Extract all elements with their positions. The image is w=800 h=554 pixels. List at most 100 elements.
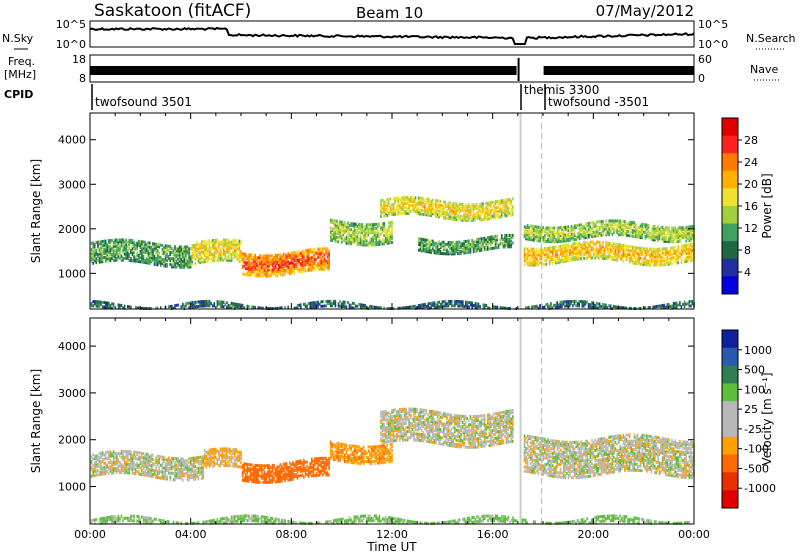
power-colorbar-swatch-10 [722, 276, 738, 295]
velocity-colorbar-swatch-8 [722, 454, 738, 473]
x-tick-label-5: 16:00 [477, 528, 509, 541]
velocity-ylabel: Slant Range [km] [29, 369, 43, 473]
power-ytick-1: 1000 [58, 267, 86, 280]
x-tick-labels: 00:00 04:00 08:00 12:00 16:00 20:00 00:00 [74, 528, 710, 541]
power-field-feature-8 [523, 240, 695, 267]
x-tick-label-4: 12:00 [376, 528, 408, 541]
velocity-field-feature-5 [380, 407, 514, 449]
velocity-colorbar-swatch-10 [722, 490, 738, 509]
x-tick-label-6: 20:00 [577, 528, 609, 541]
velocity-ytick-3: 3000 [58, 387, 86, 400]
power-field-feature-2 [191, 238, 242, 266]
velocity-colorbar-tick-8: -1000 [744, 482, 776, 495]
freq-left-label-2: [MHz] [4, 68, 36, 81]
x-axis-label: Time UT [366, 540, 417, 554]
power-colorbar-tick-4: 16 [744, 200, 758, 213]
cpid-label: CPID [4, 88, 33, 101]
velocity-ytick-4: 4000 [58, 340, 86, 353]
velocity-colorbar-tick-4: 25 [744, 403, 758, 416]
velocity-colorbar-swatch-5 [722, 401, 738, 420]
freq-right-tick-top: 60 [698, 53, 712, 66]
noise-left-label: N.Sky [2, 32, 34, 45]
cpid-entry-1: twofsound 3501 [95, 95, 192, 109]
velocity-colorbar-label: Velocity [m s⁻¹] [760, 372, 774, 465]
freq-trace [90, 58, 694, 81]
freq-panel: Freq. [MHz] 18 8 60 0 Nave [4, 53, 780, 85]
power-colorbar-swatch-5 [722, 188, 738, 207]
power-field-feature-6 [418, 233, 514, 256]
freq-right-tick-bottom: 0 [698, 72, 705, 85]
velocity-heatmap [90, 318, 695, 525]
velocity-field-feature-1 [90, 449, 205, 482]
noise-right-label: N.Search [746, 32, 796, 45]
power-colorbar-swatch-8 [722, 241, 738, 260]
velocity-colorbar-tick-1: 1000 [744, 344, 772, 357]
power-panel: 1000 2000 3000 4000 Slant Range [km] [29, 112, 695, 310]
power-colorbar-tick-6: 8 [744, 244, 751, 257]
date-label: 07/May/2012 [596, 2, 694, 20]
velocity-field-feature-7 [90, 514, 691, 525]
power-colorbar-swatch-7 [722, 223, 738, 242]
power-colorbar-swatch-1 [722, 118, 738, 137]
power-colorbar: 28 24 20 16 12 8 4 Power [dB] [721, 117, 774, 295]
velocity-colorbar-tick-5: -25 [744, 423, 762, 436]
velocity-colorbar-swatch-2 [722, 347, 738, 367]
velocity-colorbar-swatch-3 [722, 365, 738, 384]
noise-left-tick-top: 10^5 [56, 18, 86, 31]
power-field-feature-5 [380, 196, 514, 222]
power-colorbar-swatch-4 [722, 170, 738, 189]
power-colorbar-swatch-9 [722, 258, 738, 277]
power-colorbar-tick-5: 12 [744, 222, 758, 235]
velocity-colorbar-tick-7: -500 [744, 462, 769, 475]
velocity-ytick-2: 2000 [58, 434, 86, 447]
velocity-colorbar-tick-2: 500 [744, 364, 765, 377]
velocity-colorbar-swatch-1 [722, 330, 738, 349]
power-field-feature-3 [241, 247, 330, 278]
velocity-colorbar-swatch-7 [722, 436, 738, 456]
radar-title: Saskatoon (fitACF) [94, 1, 251, 21]
freq-left-tick-bottom: 8 [79, 72, 86, 85]
freq-band-1 [90, 66, 517, 75]
x-tick-label-1: 00:00 [74, 528, 106, 541]
power-field-feature-7 [523, 219, 695, 244]
power-colorbar-swatch-6 [722, 206, 738, 225]
cpid-row: CPID twofsound 3501 themis 3300 twofsoun… [4, 83, 649, 110]
velocity-field-feature-4 [329, 440, 393, 466]
power-colorbar-tick-2: 24 [744, 156, 758, 169]
freq-left-tick-top: 18 [72, 53, 86, 66]
power-colorbar-tick-7: 4 [744, 266, 751, 279]
power-field-feature-9 [90, 299, 695, 310]
velocity-colorbar-swatch-6 [722, 419, 738, 438]
power-ytick-2: 2000 [58, 223, 86, 236]
power-field-feature-1 [90, 238, 192, 269]
cpid-entry-2: themis 3300 [524, 83, 599, 97]
velocity-colorbar: 1000 500 100 25 -25 -100 -500 -1000 Velocity [m… [721, 329, 776, 509]
velocity-colorbar-tick-3: 100 [744, 383, 765, 396]
power-ytick-3: 3000 [58, 178, 86, 191]
cpid-entry-3: twofsound -3501 [548, 95, 649, 109]
power-colorbar-tick-1: 28 [744, 134, 758, 147]
beam-label: Beam 10 [356, 4, 423, 22]
velocity-colorbar-swatch-9 [722, 472, 738, 491]
x-tick-label-2: 04:00 [175, 528, 207, 541]
velocity-field-feature-2 [204, 447, 242, 469]
velocity-ytick-1: 1000 [58, 481, 86, 494]
velocity-field-feature-6 [523, 433, 695, 480]
power-heatmap [90, 113, 695, 310]
power-colorbar-tick-3: 20 [744, 178, 758, 191]
velocity-panel: 1000 2000 3000 4000 Slant Range [km] [29, 317, 695, 525]
velocity-colorbar-tick-6: -100 [744, 443, 769, 456]
velocity-field-feature-3 [241, 456, 330, 484]
noise-left-tick-bottom: 10^0 [56, 38, 86, 51]
power-field-feature-4 [329, 218, 393, 247]
velocity-colorbar-swatch-4 [722, 383, 738, 402]
power-colorbar-label: Power [dB] [760, 173, 774, 238]
freq-band-2 [543, 66, 694, 75]
power-colorbar-swatch-2 [722, 135, 738, 154]
power-colorbar-swatch-3 [722, 153, 738, 172]
noise-right-tick-top: 10^5 [698, 18, 728, 31]
noise-trace [89, 26, 695, 45]
nave-label: Nave [750, 63, 778, 76]
freq-left-label-1: Freq. [8, 55, 35, 68]
